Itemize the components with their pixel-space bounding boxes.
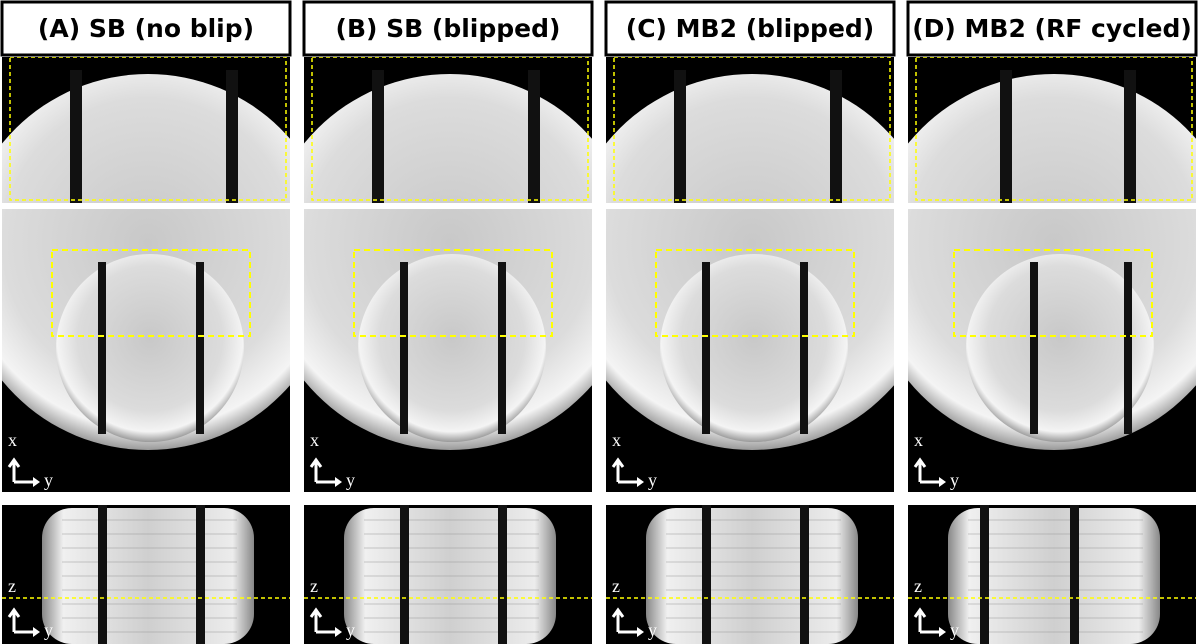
rod [674,70,686,203]
axis-label: y [648,470,657,490]
axis-label: y [44,620,53,640]
rod [196,505,205,644]
axis-label: z [914,576,922,596]
rod [702,262,710,434]
rod [1000,70,1012,203]
phantom [660,254,848,442]
rod [498,262,506,434]
panel: (A) SB (no blip) x y z y [0,2,336,644]
rod [1124,262,1132,434]
rod [1124,70,1136,203]
rod [98,262,106,434]
images: x y z y [866,57,1198,644]
separator-bottom [2,492,290,505]
rod [1070,505,1079,644]
rod [830,70,842,203]
separator-bottom [304,492,592,505]
images: x y z y [0,57,336,644]
axis-label: x [310,430,319,450]
phantom [358,254,546,442]
axis-label: y [648,620,657,640]
panel-title: (B) SB (blipped) [336,14,561,43]
separator-top [304,203,592,209]
figure: (A) SB (no blip) x y z y (B) SB (blipped) x y z y… [0,0,1198,644]
panel-title: (D) MB2 (RF cycled) [912,14,1192,43]
panel: (B) SB (blipped) x y z y [262,2,638,644]
separator-top [2,203,290,209]
rod [800,262,808,434]
panel: (C) MB2 (blipped) x y z y [564,2,940,644]
rod [1030,262,1038,434]
images: x y z y [564,57,940,644]
rod [226,70,238,203]
axis-label: y [44,470,53,490]
separator-top [908,203,1196,209]
rod [400,262,408,434]
separator-top [606,203,894,209]
rod [196,262,204,434]
axis-label: x [8,430,17,450]
axis-label: y [950,620,959,640]
rod [702,505,711,644]
axis-label: y [346,470,355,490]
axis-label: y [950,470,959,490]
axis-label: z [310,576,318,596]
axis-label: z [8,576,16,596]
rod [980,505,989,644]
rod [800,505,809,644]
rod [98,505,107,644]
images: x y z y [262,57,638,644]
axis-label: x [612,430,621,450]
axis-label: y [346,620,355,640]
rod [400,505,409,644]
separator-bottom [606,492,894,505]
axis-label: x [914,430,923,450]
rod [498,505,507,644]
rod [70,70,82,203]
panel: (D) MB2 (RF cycled) x y z y [866,2,1198,644]
axis-label: z [612,576,620,596]
rod [528,70,540,203]
panel-title: (A) SB (no blip) [38,14,254,43]
phantom [56,254,244,442]
panel-title: (C) MB2 (blipped) [626,14,874,43]
separator-bottom [908,492,1196,505]
rod [372,70,384,203]
